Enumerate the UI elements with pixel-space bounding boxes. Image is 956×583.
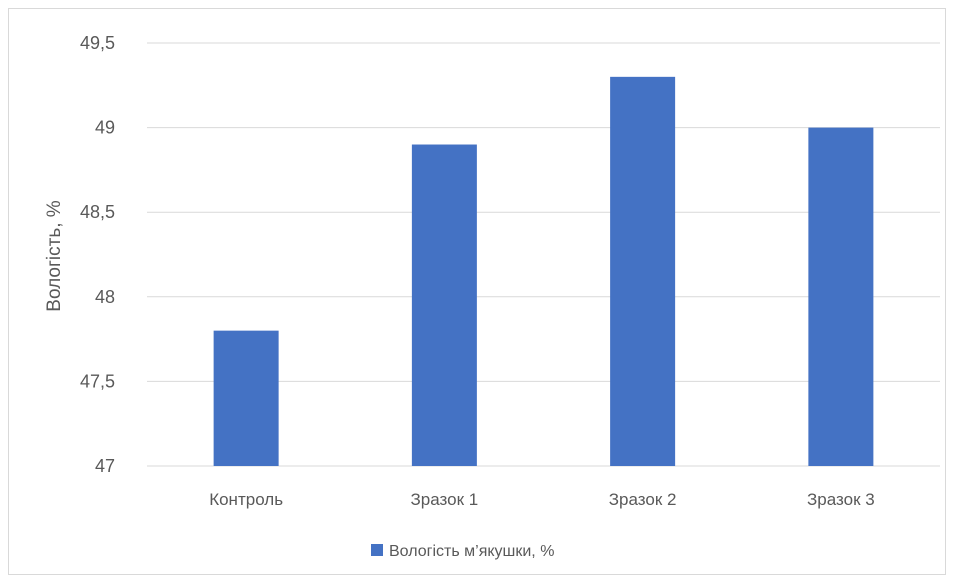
- x-tick-label: Зразок 1: [411, 490, 479, 509]
- bar: [213, 330, 279, 466]
- y-tick-label: 48: [95, 287, 115, 307]
- legend-swatch: [371, 544, 383, 556]
- y-tick-label: 48,5: [80, 202, 115, 222]
- y-axis-title: Вологість, %: [44, 200, 65, 311]
- y-tick-label: 47: [95, 456, 115, 476]
- x-tick-label: Контроль: [209, 490, 283, 509]
- gridlines: [147, 42, 940, 467]
- chart-frame: [8, 8, 946, 575]
- x-tick-labels: Контроль Зразок 1 Зразок 2 Зразок 3: [209, 490, 875, 509]
- y-tick-labels: 47 47,5 48 48,5 49 49,5: [80, 33, 115, 476]
- legend-label: Вологість м’якушки, %: [389, 543, 554, 560]
- x-tick-label: Зразок 2: [609, 490, 677, 509]
- bar: [610, 76, 676, 466]
- y-tick-label: 47,5: [80, 371, 115, 391]
- bar: [411, 144, 477, 466]
- bar: [808, 127, 874, 466]
- legend: Вологість м’якушки, %: [371, 543, 554, 560]
- y-tick-label: 49,5: [80, 33, 115, 53]
- bars: [213, 76, 874, 466]
- y-tick-label: 49: [95, 118, 115, 138]
- x-tick-label: Зразок 3: [807, 490, 875, 509]
